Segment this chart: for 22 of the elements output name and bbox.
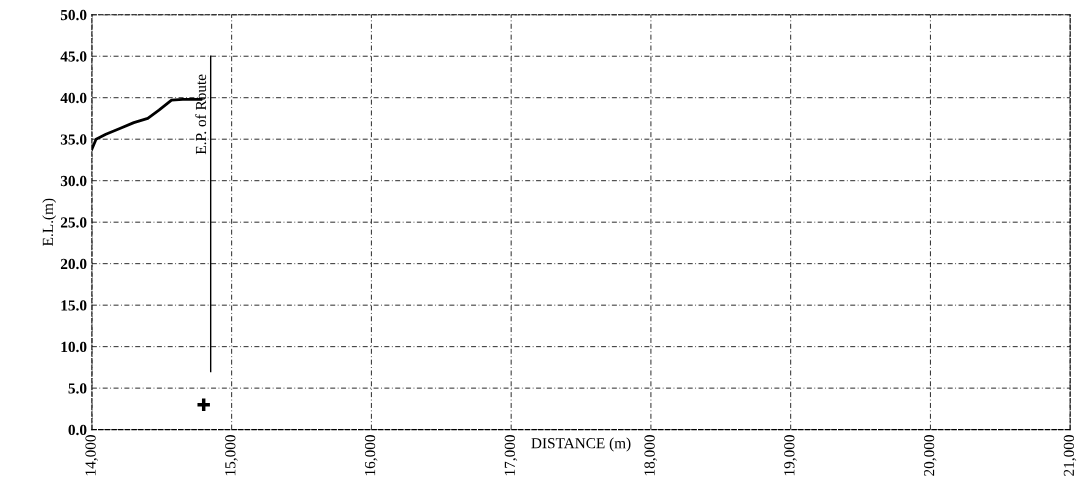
y-tick-label: 25.0 — [60, 217, 87, 228]
x-tick-label: 17,000 — [504, 435, 518, 476]
y-tick-label: 30.0 — [60, 175, 87, 187]
y-tick-label: 45.0 — [60, 51, 87, 62]
y-tick-label: 40.0 — [60, 92, 87, 104]
x-axis-title: DISTANCE (m) — [531, 437, 631, 452]
x-tick-label: 21,000 — [1063, 435, 1077, 476]
y-tick-label: 15.0 — [61, 300, 87, 311]
y-axis-title: E.L.(m) — [42, 198, 57, 246]
y-tick-label: 10.0 — [61, 341, 87, 353]
y-tick-label: 35.0 — [60, 134, 87, 145]
x-tick-label: 14,000 — [85, 435, 98, 476]
y-tick-label: 5.0 — [68, 383, 87, 394]
x-tick-label: 19,000 — [784, 435, 797, 476]
x-tick-label: 15,000 — [225, 435, 238, 476]
y-tick-label: 50.0 — [60, 9, 87, 21]
ref-line-label: E.P. of Route — [195, 74, 207, 155]
x-tick-label: 16,000 — [364, 435, 378, 476]
x-tick-label: 18,000 — [644, 435, 657, 476]
y-tick-label: 20.0 — [60, 258, 87, 270]
y-tick-label: 0.0 — [68, 424, 87, 436]
x-tick-label: 20,000 — [923, 435, 937, 476]
